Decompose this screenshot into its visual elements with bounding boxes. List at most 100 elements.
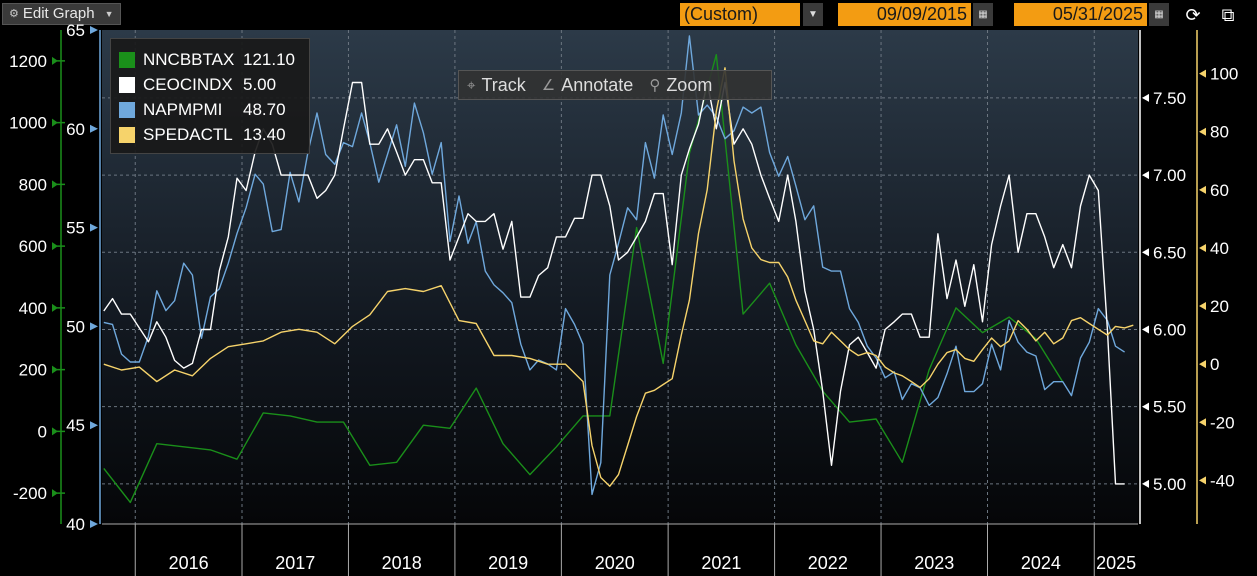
y2-tick-marker <box>90 421 98 430</box>
y4-tick-label: 0 <box>1210 355 1219 374</box>
y3-tick-label: 5.00 <box>1153 475 1186 494</box>
zoom-button[interactable]: ⚲ Zoom <box>641 75 720 96</box>
legend-swatch <box>119 101 135 118</box>
annotate-label: Annotate <box>561 74 634 95</box>
y4-tick-label: -40 <box>1210 471 1235 490</box>
y2-tick-label: 40 <box>66 515 85 534</box>
y1-tick-label: 0 <box>38 422 47 441</box>
legend-series-name: SPEDACTL <box>143 124 233 144</box>
series-line-nncbbtax <box>103 54 1064 504</box>
start-date-field[interactable]: 09/09/2015 <box>838 3 971 26</box>
series-line-ceocindx <box>103 81 1125 485</box>
y4-tick-marker <box>1199 243 1206 252</box>
x-axis: 2016 2017 2018 2019 2020 2021 2022 2023 2024 2025 <box>102 523 1138 576</box>
chart-toolbar: ⌖ Track ∠ Annotate ⚲ Zoom <box>458 70 772 100</box>
series-line-spedactl <box>103 67 1134 487</box>
x-tick-label: 2016 <box>169 553 209 573</box>
period-dropdown-chevron-icon[interactable]: ▼ <box>803 3 823 26</box>
x-tick-label: 2020 <box>595 553 635 573</box>
x-tick-label: 2023 <box>914 553 954 573</box>
y2-tick-label: 45 <box>66 416 85 435</box>
y2-tick-label: 50 <box>66 317 85 336</box>
magnifier-icon: ⚲ <box>649 77 661 94</box>
crosshair-icon: ⌖ <box>467 76 476 94</box>
y4-tick-marker <box>1199 476 1206 485</box>
settings-icon: ⚙ <box>9 8 19 20</box>
edit-graph-label: Edit Graph <box>22 5 95 22</box>
legend-series-name: NNCBBTAX <box>143 49 235 69</box>
y4-tick-label: 80 <box>1210 123 1229 142</box>
y4-tick-label: 60 <box>1210 181 1229 200</box>
refresh-icon[interactable]: ⟳ <box>1185 5 1201 25</box>
y3-tick-label: 7.50 <box>1153 89 1186 108</box>
legend-item: NNCBBTAX 121.10 <box>119 47 301 72</box>
y4-tick-label: 100 <box>1210 65 1238 84</box>
legend-swatch <box>119 126 135 143</box>
y1-tick-marker <box>52 242 58 251</box>
axes: -2000200400600800100012004045505560655.0… <box>9 21 1238 534</box>
legend-series-value: 5.00 <box>243 74 277 94</box>
y3-tick-marker <box>1142 479 1149 488</box>
y1-tick-label: 200 <box>19 361 47 380</box>
x-tick-label: 2024 <box>1021 553 1061 573</box>
legend-series-name: NAPMPMI <box>143 99 223 119</box>
period-select[interactable]: (Custom) <box>680 3 800 26</box>
y4-tick-marker <box>1199 418 1206 427</box>
y1-tick-marker <box>52 56 58 65</box>
y3-tick-marker <box>1142 248 1149 257</box>
legend-swatch <box>119 76 135 93</box>
y2-tick-marker <box>90 322 98 331</box>
legend-series-value: 48.70 <box>243 99 286 119</box>
y3-tick-marker <box>1142 402 1149 411</box>
y4-tick-marker <box>1199 302 1206 311</box>
y2-tick-marker <box>90 124 98 133</box>
track-button[interactable]: ⌖ Track <box>459 75 534 96</box>
y4-tick-marker <box>1199 185 1206 194</box>
y3-tick-marker <box>1142 325 1149 334</box>
y4-tick-label: -20 <box>1210 413 1235 432</box>
y1-tick-label: 400 <box>19 299 47 318</box>
annotate-button[interactable]: ∠ Annotate <box>534 75 642 96</box>
y3-tick-label: 6.00 <box>1153 320 1186 339</box>
y1-tick-marker <box>52 118 58 127</box>
y2-tick-marker <box>90 26 98 34</box>
chevron-down-icon: ▼ <box>104 9 114 19</box>
y1-tick-marker <box>52 427 58 436</box>
edit-graph-button[interactable]: ⚙ Edit Graph ▼ <box>2 3 121 25</box>
y4-tick-marker <box>1199 69 1206 78</box>
x-tick-label: 2019 <box>488 553 528 573</box>
end-date-field[interactable]: 05/31/2025 <box>1014 3 1147 26</box>
y2-tick-marker <box>90 520 98 528</box>
y1-tick-marker <box>52 365 58 374</box>
zoom-label: Zoom <box>666 74 713 95</box>
y1-tick-label: 800 <box>19 175 47 194</box>
y1-tick-marker <box>52 303 58 312</box>
y1-tick-label: 1000 <box>9 114 47 133</box>
y2-tick-label: 65 <box>66 21 85 40</box>
series-lines <box>103 35 1134 504</box>
y1-tick-marker <box>52 489 58 498</box>
x-tick-label: 2018 <box>382 553 422 573</box>
legend-series-value: 121.10 <box>243 49 295 69</box>
legend-item: CEOCINDX 5.00 <box>119 72 301 97</box>
y3-tick-marker <box>1142 93 1149 102</box>
popout-icon[interactable]: ⧉ <box>1221 5 1235 25</box>
top-toolbar: ⚙ Edit Graph ▼ (Custom) ▼ 09/09/2015 ▦ 0… <box>0 0 1257 30</box>
y3-tick-label: 6.50 <box>1153 243 1186 262</box>
y4-tick-marker <box>1199 127 1206 136</box>
y1-tick-marker <box>52 180 58 189</box>
legend-series-name: CEOCINDX <box>143 74 233 94</box>
y2-tick-label: 55 <box>66 219 85 238</box>
x-tick-label: 2022 <box>808 553 848 573</box>
y4-tick-marker <box>1199 360 1206 369</box>
x-axis-band <box>102 524 1138 576</box>
legend-item: NAPMPMI 48.70 <box>119 97 301 122</box>
legend: NNCBBTAX 121.10 CEOCINDX 5.00 NAPMPMI 48… <box>110 38 310 154</box>
legend-swatch <box>119 51 135 68</box>
y2-tick-marker <box>90 223 98 232</box>
start-date-calendar-icon[interactable]: ▦ <box>973 3 993 26</box>
y1-tick-label: -200 <box>13 484 47 503</box>
end-date-calendar-icon[interactable]: ▦ <box>1149 3 1169 26</box>
y4-tick-label: 20 <box>1210 297 1229 316</box>
y1-tick-label: 1200 <box>9 52 47 71</box>
